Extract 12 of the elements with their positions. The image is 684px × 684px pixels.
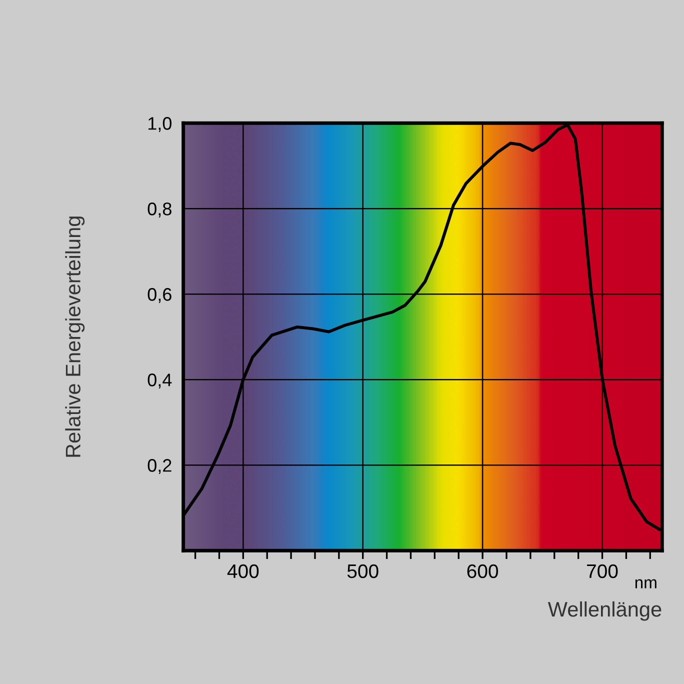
x-tick-label: 600 bbox=[467, 564, 498, 578]
text: nm bbox=[635, 579, 656, 588]
y-tick-label: 1,0 bbox=[148, 117, 172, 132]
y-tick-label: 0,4 bbox=[148, 374, 172, 388]
x-axis-title: Wellenlänge bbox=[548, 601, 662, 621]
x-tick-label: 400 bbox=[227, 564, 259, 578]
x-tick-label: 700 bbox=[587, 564, 618, 578]
y-tick-label: 0,8 bbox=[148, 202, 172, 218]
y-tick-label: 0,6 bbox=[148, 288, 172, 303]
y-tick-label: 0,2 bbox=[148, 459, 172, 474]
x-tick-label: 500 bbox=[347, 564, 378, 578]
y-axis-title: Relative Energieverteilung bbox=[65, 216, 85, 457]
